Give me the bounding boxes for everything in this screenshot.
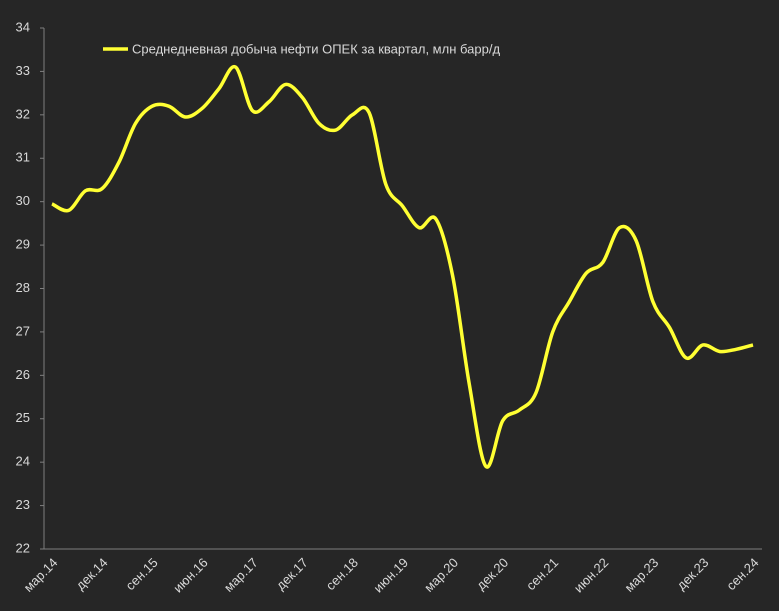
y-tick-label: 30 [16,193,30,208]
y-tick-label: 34 [16,19,30,34]
y-tick-label: 27 [16,323,30,338]
y-tick-label: 24 [16,454,30,469]
legend-label: Среднедневная добыча нефти ОПЕК за кварт… [132,41,500,56]
y-tick-label: 26 [16,367,30,382]
y-tick-label: 32 [16,106,30,121]
y-tick-label: 31 [16,150,30,165]
y-tick-label: 23 [16,497,30,512]
y-tick-label: 33 [16,63,30,78]
y-tick-label: 22 [16,540,30,555]
y-tick-label: 28 [16,280,30,295]
line [51,64,754,469]
y-tick-label: 25 [16,410,30,425]
y-tick-label: 29 [16,237,30,252]
